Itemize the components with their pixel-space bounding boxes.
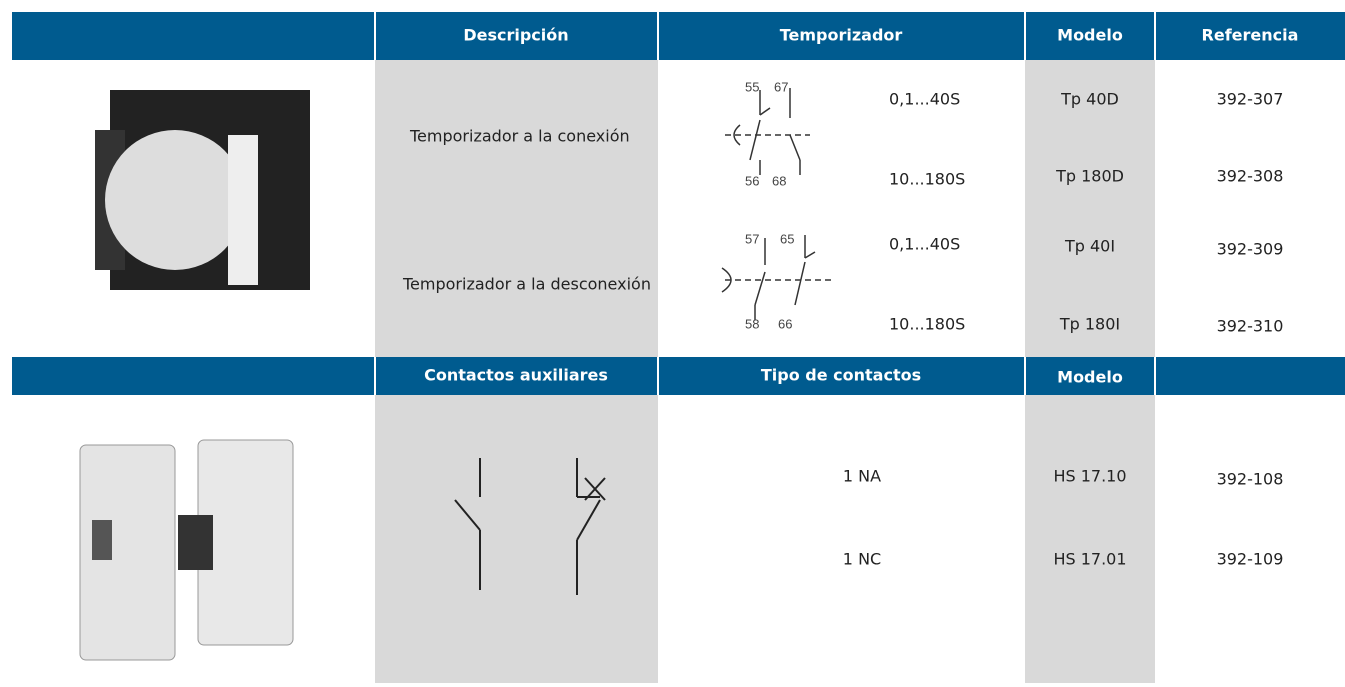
timing: 10...180S [889,315,965,334]
timing: 0,1...40S [889,235,960,254]
terminal: 55 [745,79,759,94]
contacts-image [79,439,294,661]
gray-col [1025,395,1155,683]
terminal: 57 [745,231,759,246]
reference: 392-310 [1217,317,1284,336]
header: Descripción [463,26,568,45]
terminal: 58 [745,316,759,331]
description: Temporizador a la desconexión [402,275,651,294]
description: Temporizador a la conexión [409,127,630,146]
contact-type: 1 NA [843,467,881,486]
gray-col [1025,60,1155,357]
model: Tp 40D [1060,90,1119,109]
model: HS 17.10 [1053,467,1126,486]
symbol [721,235,835,320]
reference: 392-307 [1217,90,1284,109]
timing: 10...180S [889,170,965,189]
header: Temporizador [780,26,903,45]
terminal: 67 [774,79,788,94]
model: Tp 40I [1064,237,1115,256]
model: Tp 180D [1055,167,1124,186]
contact-type: 1 NC [843,550,881,569]
reference: 392-308 [1217,167,1284,186]
reference: 392-108 [1217,470,1284,489]
reference: 392-309 [1217,240,1284,259]
header-dividers [374,12,1156,395]
model: Tp 180I [1059,315,1120,334]
header: Referencia [1202,26,1299,45]
header: Modelo [1057,26,1123,45]
gray-col [375,395,658,683]
header: Modelo [1057,368,1123,387]
terminal: 56 [745,173,759,188]
header-bar [12,12,1345,60]
timer-image [95,90,310,290]
terminal: 68 [772,173,786,188]
header: Tipo de contactos [761,366,921,385]
model: HS 17.01 [1053,550,1126,569]
gray-col [375,60,658,357]
contact-symbol [454,458,606,595]
terminal: 65 [780,231,794,246]
timing: 0,1...40S [889,90,960,109]
symbol [725,88,810,175]
terminal: 66 [778,316,792,331]
header: Contactos auxiliares [424,366,608,385]
reference: 392-109 [1217,550,1284,569]
header-bar [12,357,1345,395]
